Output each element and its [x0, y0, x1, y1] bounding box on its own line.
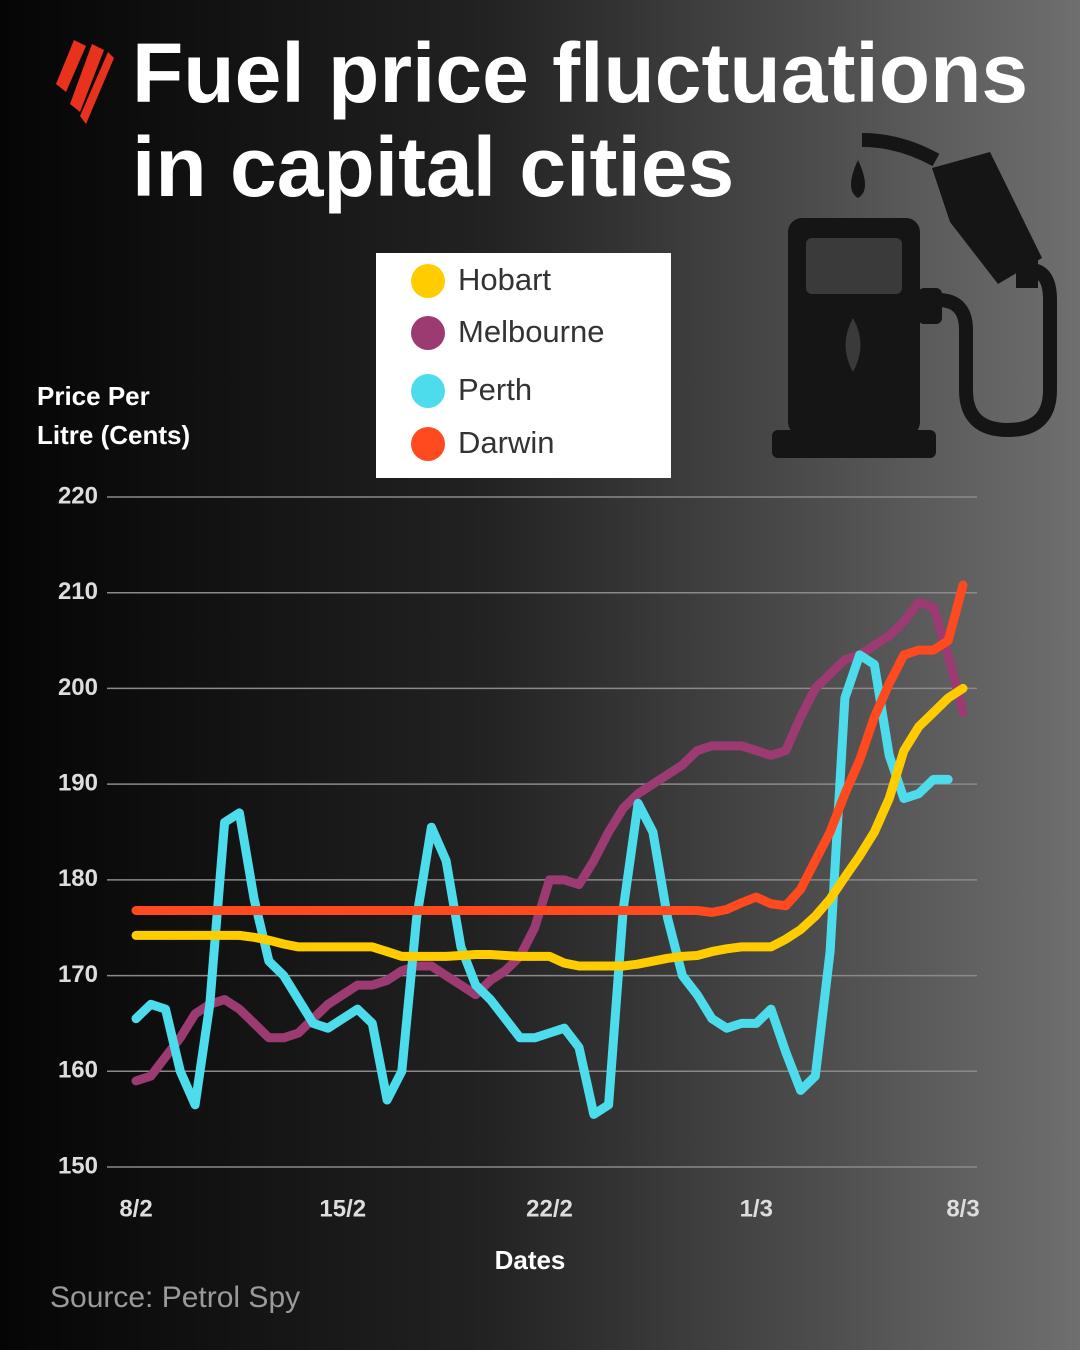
series-line	[131, 683, 968, 971]
y-tick-label: 180	[58, 865, 98, 892]
legend-label: Perth	[458, 372, 532, 407]
legend-swatch	[411, 427, 445, 461]
legend-swatch	[411, 374, 445, 408]
series-line	[131, 580, 968, 917]
x-tick-label: 15/2	[319, 1195, 366, 1222]
legend-label: Hobart	[458, 262, 551, 297]
logo	[56, 40, 114, 124]
y-tick-label: 200	[58, 674, 98, 701]
legend-swatch	[411, 264, 445, 298]
y-tick-label: 190	[58, 769, 98, 796]
x-tick-label: 8/2	[119, 1195, 152, 1222]
legend-label: Darwin	[458, 425, 554, 460]
legend-swatch	[411, 316, 445, 350]
y-tick-label: 220	[58, 482, 98, 509]
x-axis-label: Dates	[495, 1245, 566, 1275]
y-tick-label: 160	[58, 1057, 98, 1084]
legend-label: Melbourne	[458, 314, 604, 349]
series-line	[131, 650, 953, 1119]
x-tick-label: 8/3	[946, 1195, 979, 1222]
y-tick-label: 210	[58, 578, 98, 605]
source: Source: Petrol Spy	[50, 1281, 300, 1314]
chart-title: Fuel price fluctuations in capital citie…	[132, 26, 1029, 214]
y-tick-label: 150	[58, 1152, 98, 1179]
fuel-pump-icon	[772, 133, 1057, 458]
series-line	[131, 597, 968, 1086]
y-tick-label: 170	[58, 961, 98, 988]
x-tick-label: 1/3	[740, 1195, 773, 1222]
x-tick-label: 22/2	[526, 1195, 573, 1222]
y-axis-label: Price Per Litre (Cents)	[37, 381, 191, 450]
